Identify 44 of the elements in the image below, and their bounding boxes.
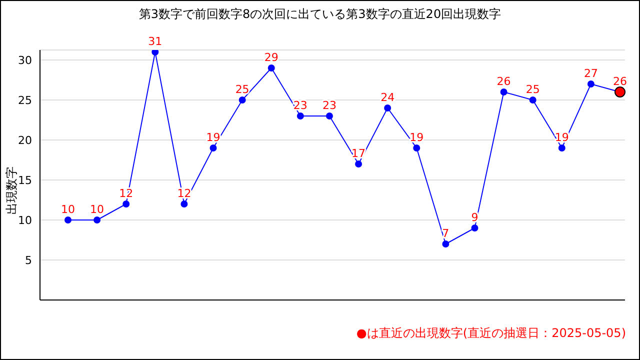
y-tick-label: 15 [18, 174, 32, 187]
chart-title: 第3数字で前回数字8の次回に出ている第3数字の直近20回出現数字 [138, 6, 502, 23]
data-label: 19 [410, 131, 424, 144]
point [587, 80, 594, 88]
data-label: 7 [442, 227, 450, 240]
text: ●は直近の出現数字(直近の抽選日：2025-05-05) [356, 325, 626, 342]
point [442, 240, 450, 248]
point [268, 64, 275, 72]
y-axis-title: 出現数字 [4, 166, 19, 214]
data-label: 31 [148, 35, 162, 48]
point [413, 144, 420, 152]
data-label: 10 [90, 203, 104, 216]
point [384, 104, 392, 112]
point [94, 216, 101, 224]
data-label: 19 [206, 131, 220, 144]
data-label: 29 [264, 51, 278, 64]
data-label: 25 [526, 83, 540, 96]
y-tick-label: 5 [25, 254, 32, 267]
y-tick-label: 30 [18, 54, 32, 67]
data-label: 25 [235, 83, 250, 96]
data-label: 26 [496, 75, 511, 88]
point [500, 88, 508, 96]
data-label: 17 [352, 147, 366, 160]
y-tick-label: 10 [18, 214, 32, 227]
point [122, 200, 130, 208]
data-label: 23 [322, 99, 336, 112]
point [152, 50, 159, 56]
point [558, 144, 566, 152]
point [296, 112, 304, 120]
point [529, 96, 536, 104]
point [64, 216, 72, 224]
data-label: 23 [293, 99, 308, 112]
point [326, 112, 333, 120]
point [210, 144, 217, 152]
data-label: 27 [584, 67, 598, 80]
point [471, 224, 478, 232]
point [238, 96, 246, 104]
y-tick-label: 25 [18, 94, 32, 107]
data-label: 24 [380, 91, 395, 104]
point [355, 160, 362, 168]
y-tick-label: 20 [18, 134, 32, 147]
data-label: 10 [61, 203, 75, 216]
point [180, 200, 188, 208]
data-label: 26 [613, 75, 627, 88]
